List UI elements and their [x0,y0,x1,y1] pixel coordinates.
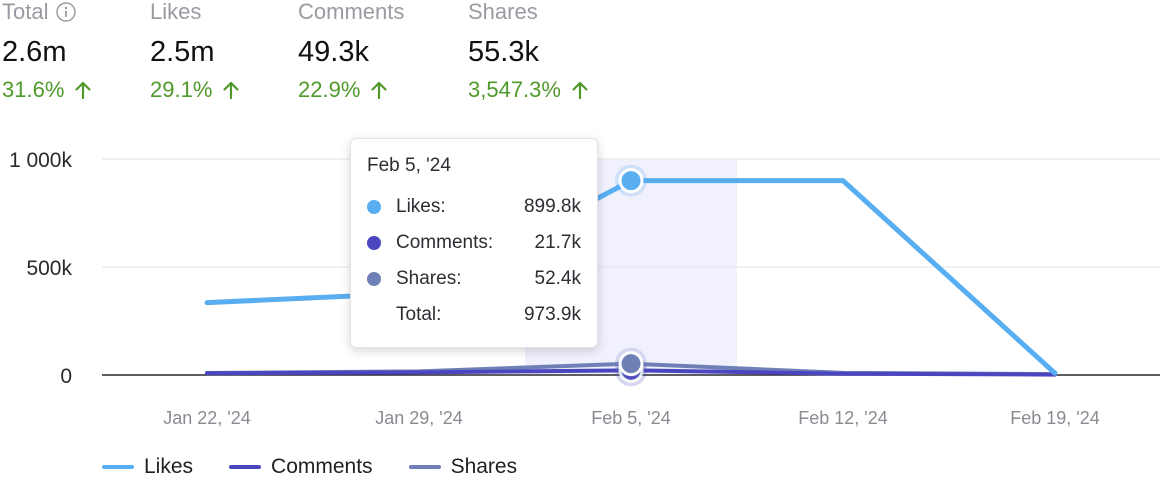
tooltip-row-value: 21.7k [534,232,581,253]
chart-legend: Likes Comments Shares [102,455,517,479]
shares-dot-icon [367,272,381,286]
legend-item-comments[interactable]: Comments [229,455,373,479]
comments-dot-icon [367,236,381,250]
tooltip-row-total: Total: 973.9k [367,297,581,333]
kpi-change: 22.9% [298,78,404,102]
legend-label: Comments [271,455,373,478]
kpi-change-value: 22.9% [298,77,361,102]
arrow-up-icon [222,80,240,100]
kpi-change-value: 3,547.3% [468,77,561,102]
y-tick-label: 1 000k [9,149,73,172]
kpi-change-value: 31.6% [2,77,65,102]
x-tick-label: Jan 29, '24 [375,408,463,428]
arrow-up-icon [571,80,589,100]
kpi-likes: Likes 2.5m 29.1% [150,0,240,102]
x-tick-label: Feb 12, '24 [798,408,888,428]
arrow-up-icon [370,80,388,100]
legend-label: Shares [450,455,518,478]
chart-tooltip: Feb 5, '24 Likes: 899.8k Comments: 21.7k… [350,138,598,348]
likes-point [618,168,644,194]
tooltip-row-label: Shares: [396,268,462,289]
tooltip-row-value: 52.4k [534,268,581,289]
tooltip-row-comments: Comments: 21.7k [367,225,581,261]
kpi-label: Comments [298,0,405,24]
shares-point [618,351,644,377]
kpi-change: 29.1% [150,78,240,102]
x-tick-label: Jan 22, '24 [163,408,251,428]
tooltip-row-likes: Likes: 899.8k [367,189,581,225]
tooltip-date: Feb 5, '24 [367,155,451,176]
legend-label: Likes [144,455,194,478]
kpi-shares: Shares 55.3k 3,547.3% [468,0,589,102]
tooltip-total-label: Total: [396,304,442,325]
kpi-value: 55.3k [468,36,539,68]
kpi-change: 3,547.3% [468,78,589,102]
arrow-up-icon [74,80,92,100]
info-icon[interactable] [56,2,77,22]
kpi-value: 2.5m [150,36,215,68]
kpi-comments: Comments 49.3k 22.9% [298,0,404,102]
tooltip-row-value: 899.8k [523,196,581,217]
comments-swatch-icon [229,465,262,469]
shares-swatch-icon [408,465,441,469]
kpi-change-value: 29.1% [150,77,213,102]
kpi-label: Shares [468,0,538,24]
x-tick-label: Feb 5, '24 [591,408,671,428]
x-tick-label: Feb 19, '24 [1010,408,1100,428]
tooltip-row-shares: Shares: 52.4k [367,261,581,297]
kpi-change: 31.6% [2,78,92,102]
likes-swatch-icon [102,465,134,469]
y-tick-label: 0 [60,365,72,388]
kpi-label: Likes [150,0,202,24]
legend-item-likes[interactable]: Likes [102,455,193,479]
likes-dot-icon [367,200,381,214]
kpi-label: Total [2,0,49,24]
tooltip-row-label: Comments: [396,232,494,253]
kpi-total: Total 2.6m 31.6% [2,0,92,102]
legend-item-shares[interactable]: Shares [408,455,518,479]
tooltip-total-value: 973.9k [523,304,581,325]
kpi-value: 49.3k [298,36,369,68]
y-tick-label: 500k [26,257,72,280]
tooltip-row-label: Likes: [396,196,446,217]
kpi-value: 2.6m [2,36,67,68]
